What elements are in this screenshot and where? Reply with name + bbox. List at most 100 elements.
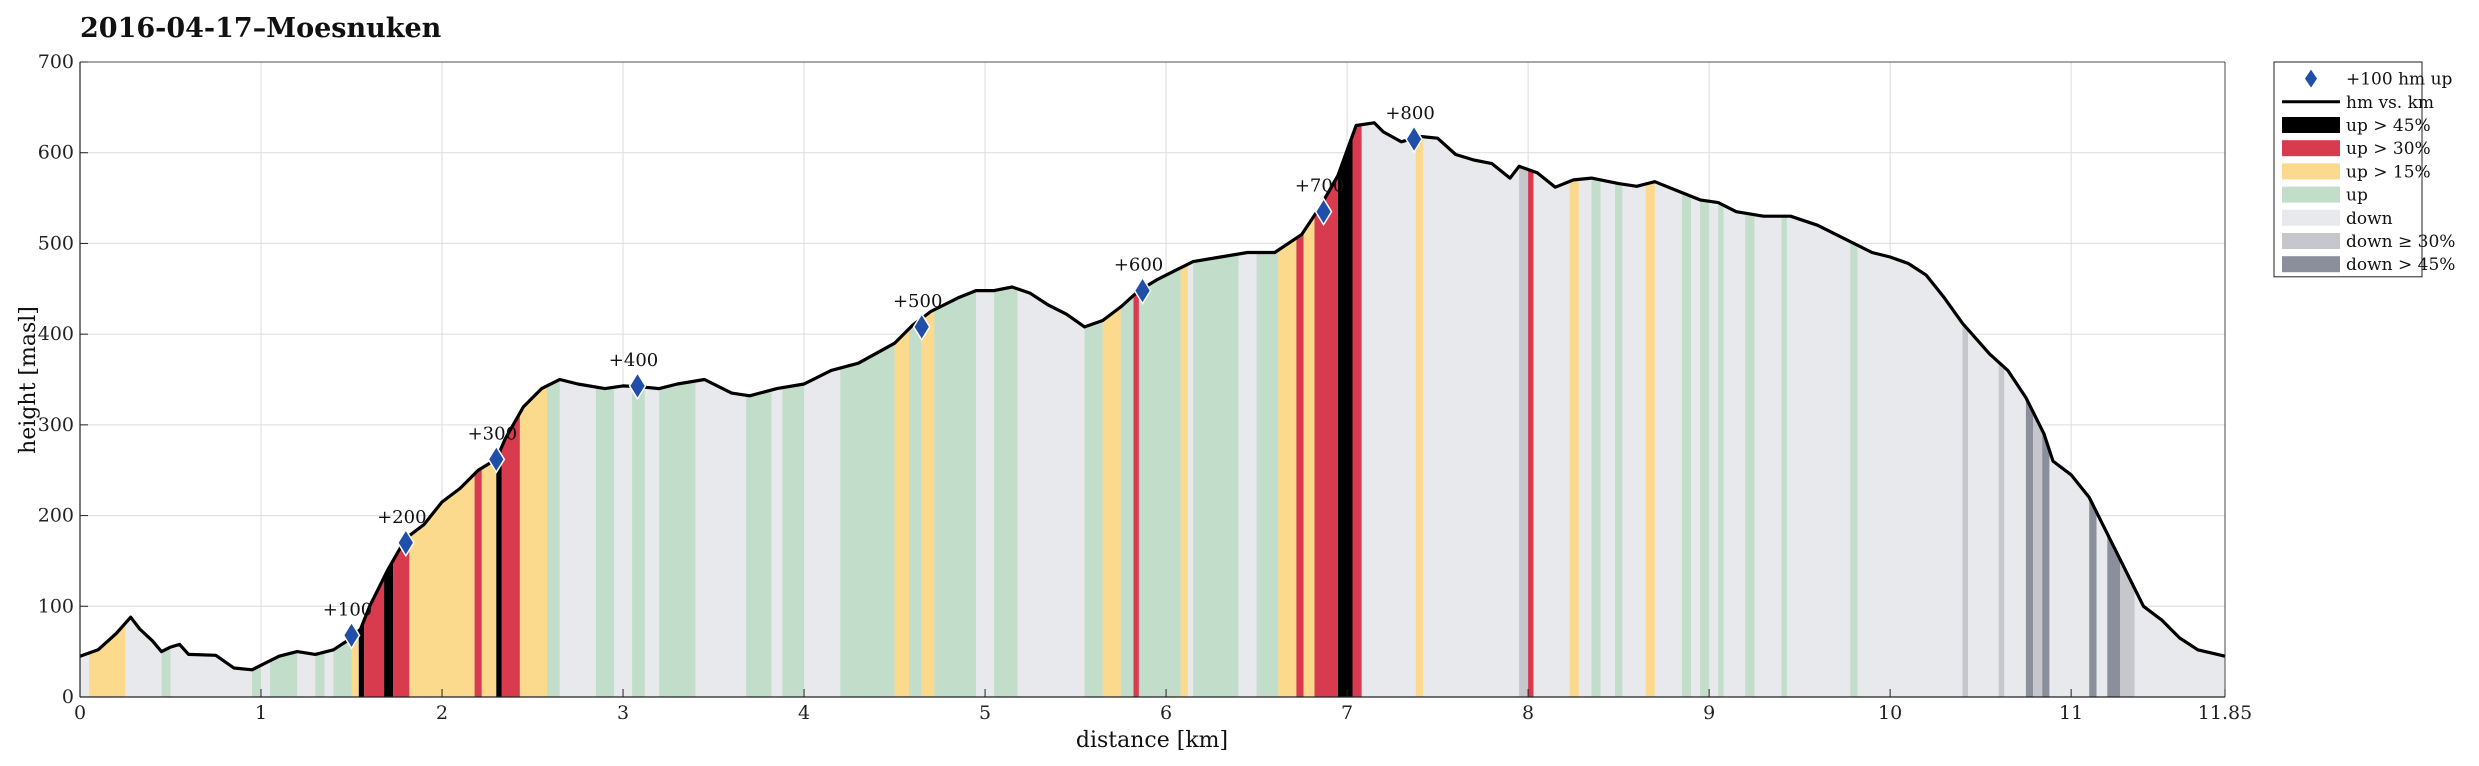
y-tick-label: 0	[62, 686, 74, 708]
hm-marker-label: +400	[609, 350, 658, 371]
slope-segment	[1180, 264, 1188, 697]
profile-layer	[79, 121, 2226, 698]
slope-segment	[270, 651, 298, 697]
slope-segment	[161, 647, 171, 697]
slope-segment	[1296, 231, 1304, 697]
slope-segment	[894, 328, 909, 697]
x-tick-label: 5	[979, 702, 991, 724]
slope-segment	[1850, 241, 1858, 697]
slope-segment	[481, 459, 497, 697]
x-tick-label: 7	[1341, 702, 1353, 724]
slope-segment	[1682, 192, 1691, 697]
y-tick-label: 100	[38, 595, 74, 617]
slope-segment	[2120, 559, 2135, 697]
y-tick-label: 600	[38, 142, 74, 164]
slope-segment	[1133, 290, 1139, 697]
hm-marker	[1314, 197, 1333, 227]
hm-marker	[1405, 124, 1423, 154]
slope-segment	[1415, 136, 1424, 697]
slope-segment	[1700, 199, 1710, 697]
legend-entry: up > 30%	[2346, 139, 2431, 159]
x-tick-label: 9	[1703, 702, 1715, 724]
slope-segment	[393, 535, 410, 697]
slope-segment	[1102, 306, 1121, 697]
hm-marker	[628, 371, 647, 401]
legend-entry: down ≥ 30%	[2346, 232, 2455, 252]
slope-segment	[595, 387, 614, 697]
slope-segment	[364, 577, 385, 697]
slope-segment	[1962, 323, 1968, 697]
chart-title: 2016-04-17–Moesnuken	[80, 13, 442, 44]
slope-segment	[1314, 175, 1338, 697]
legend-entry: up > 45%	[2346, 116, 2431, 136]
legend-swatch	[2282, 186, 2340, 203]
hm-marker-label: +300	[468, 423, 517, 444]
legend-swatch-marker	[2305, 69, 2317, 88]
hm-marker-label: +600	[1114, 255, 1163, 276]
legend-entry: down > 45%	[2346, 255, 2455, 275]
slope-segment	[1745, 213, 1755, 697]
legend-entry: hm vs. km	[2346, 93, 2434, 113]
slope-segment	[315, 652, 325, 697]
hm-marker-label: +100	[323, 599, 372, 620]
hm-marker	[342, 620, 361, 650]
slope-segment	[1519, 166, 1529, 698]
hm-marker-label: +200	[377, 507, 426, 528]
slope-segment	[1718, 202, 1724, 697]
legend-swatch	[2282, 209, 2340, 226]
slope-segment	[89, 623, 126, 697]
x-tick-label: 2	[436, 702, 448, 724]
slope-segment	[384, 560, 394, 697]
slope-segment	[1138, 267, 1181, 697]
x-tick-label: 10	[1878, 702, 1902, 724]
slope-segment	[2033, 412, 2043, 697]
y-axis-label: height [masl]	[16, 306, 41, 454]
hm-marker-label: +500	[893, 291, 942, 312]
slope-segment	[474, 468, 482, 697]
x-tick-label: 11.85	[2198, 702, 2252, 724]
legend-swatch	[2282, 140, 2340, 157]
slope-segment	[1528, 169, 1534, 697]
slope-segment	[358, 619, 365, 697]
y-tick-label: 500	[38, 232, 74, 254]
x-tick-label: 3	[617, 702, 629, 724]
legend-entry: up	[2346, 186, 2368, 206]
y-tick-label: 400	[38, 323, 74, 345]
marker-layer: +100 +200 +300 +400 +500 +600 +700 +800	[323, 103, 1435, 650]
x-tick-label: 1	[255, 702, 267, 724]
slope-segment	[409, 473, 475, 697]
slope-segment	[501, 413, 520, 697]
slope-segment	[1120, 295, 1134, 697]
hm-marker	[487, 444, 506, 474]
y-tick-label: 300	[38, 414, 74, 436]
slope-segment	[333, 638, 352, 697]
hm-marker	[396, 528, 415, 558]
slope-segment	[351, 630, 359, 697]
legend: +100 hm up hm vs. km up > 45% up > 30% up > …	[2273, 61, 2455, 278]
slope-segment	[632, 386, 645, 697]
slope-segment	[921, 309, 935, 697]
profile-line	[79, 121, 2226, 672]
slope-segment	[1278, 238, 1297, 697]
x-tick-label: 11	[2059, 702, 2083, 724]
hm-marker-label: +700	[1295, 176, 1344, 197]
slope-segment	[1998, 362, 2005, 697]
slope-segment	[1615, 182, 1623, 698]
slope-segment	[1645, 181, 1655, 697]
slope-segment	[252, 665, 261, 697]
slope-segment	[659, 381, 696, 697]
slope-segment	[2107, 533, 2120, 697]
slope-segment	[746, 390, 772, 697]
slope-segment	[1084, 320, 1103, 697]
slope-segment	[1781, 216, 1787, 697]
slope-segment	[1352, 124, 1362, 697]
slope-segment	[519, 385, 547, 697]
hm-marker	[912, 312, 931, 342]
x-tick-label: 0	[74, 702, 86, 724]
slope-segment	[2089, 497, 2097, 697]
legend-swatch	[2282, 117, 2340, 133]
x-tick-label: 6	[1160, 702, 1172, 724]
legend-swatch	[2282, 256, 2340, 273]
slope-segment	[547, 379, 560, 697]
